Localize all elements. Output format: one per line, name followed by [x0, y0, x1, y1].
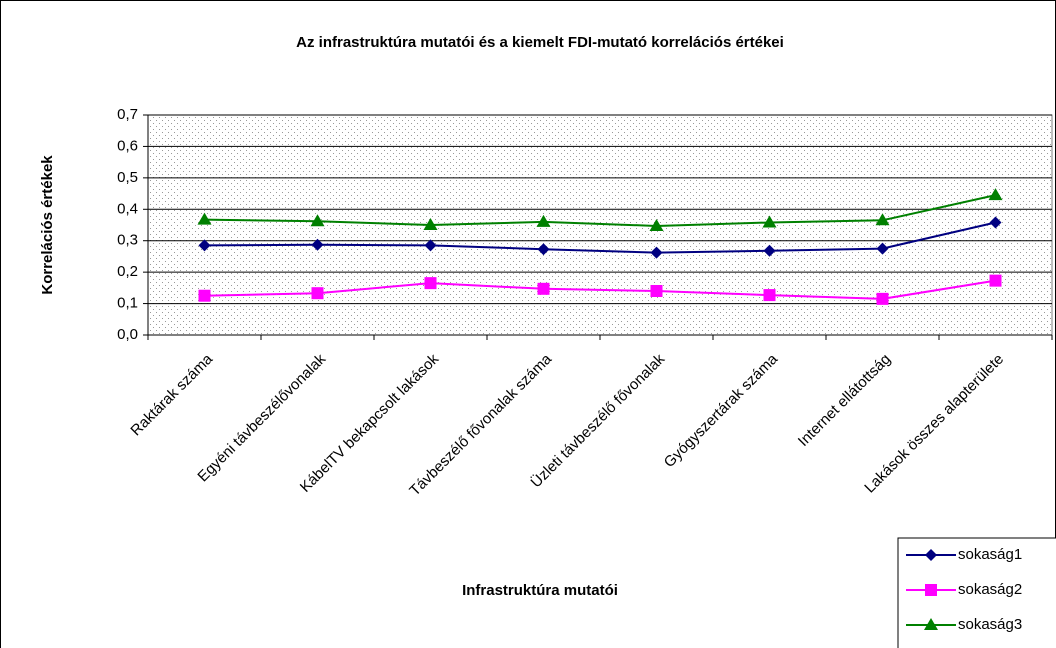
y-tick-label: 0,7 — [117, 106, 138, 123]
legend-label: sokaság1 — [958, 546, 1022, 563]
x-axis-title: Infrastruktúra mutatói — [462, 582, 618, 599]
plot-area — [147, 114, 1053, 336]
legend-label: sokaság2 — [958, 581, 1022, 598]
marker — [988, 188, 1003, 201]
marker — [311, 238, 324, 251]
series-line — [204, 194, 996, 227]
marker — [876, 242, 889, 255]
y-tick-label: 0,0 — [117, 326, 138, 343]
y-tick-label: 0,5 — [117, 169, 138, 186]
marker — [536, 214, 551, 227]
marker — [537, 282, 550, 295]
marker — [310, 214, 325, 227]
y-axis-title: Korrelációs értékek — [39, 155, 56, 295]
legend-marker — [925, 584, 937, 596]
marker — [762, 215, 777, 228]
chart-title: Az infrastruktúra mutatói és a kiemelt F… — [296, 34, 784, 51]
series-line — [204, 279, 996, 300]
marker — [423, 218, 438, 230]
marker — [650, 246, 663, 259]
legend-marker — [924, 618, 938, 630]
marker — [876, 292, 889, 305]
y-tick-label: 0,1 — [117, 295, 138, 312]
y-tick-label: 0,3 — [117, 232, 138, 249]
marker — [989, 216, 1002, 229]
marker — [649, 218, 664, 231]
legend-marker — [925, 549, 937, 561]
marker — [311, 287, 324, 300]
series-line — [204, 221, 996, 254]
marker — [763, 244, 776, 257]
marker — [424, 277, 437, 290]
marker — [197, 212, 212, 225]
marker — [875, 213, 890, 226]
marker — [763, 289, 776, 302]
marker — [198, 239, 211, 252]
marker — [198, 289, 211, 302]
y-tick-label: 0,2 — [117, 263, 138, 280]
y-tick-label: 0,4 — [117, 200, 138, 217]
y-tick-label: 0,6 — [117, 137, 138, 154]
marker — [989, 274, 1002, 287]
legend-label: sokaság3 — [958, 616, 1022, 633]
marker — [650, 285, 663, 297]
marker — [424, 239, 437, 252]
marker — [537, 243, 550, 256]
